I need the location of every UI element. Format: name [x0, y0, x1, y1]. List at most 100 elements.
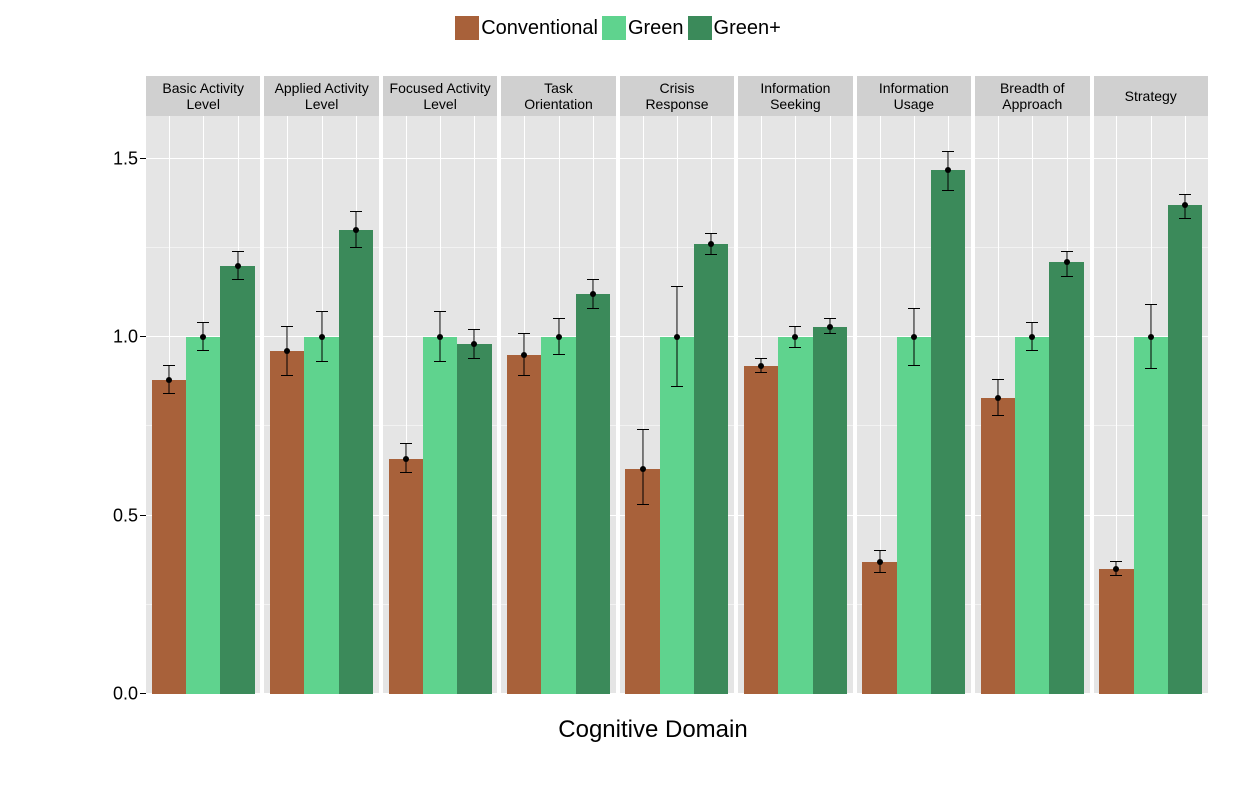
x-axis-label: Cognitive Domain: [98, 716, 1208, 744]
panel-body: [975, 116, 1089, 694]
error-cap: [163, 365, 175, 366]
facet-panel: Applied ActivityLevel: [264, 76, 378, 694]
bar: [304, 337, 338, 694]
x-axis-label-text: Cognitive Domain: [558, 716, 747, 743]
y-axis: 0.00.51.01.5: [98, 76, 146, 694]
error-cap: [163, 393, 175, 394]
point-marker: [200, 334, 206, 340]
legend-label: Conventional: [481, 17, 598, 40]
error-cap: [400, 443, 412, 444]
bar: [576, 294, 610, 694]
legend-item: Green: [602, 16, 684, 40]
point-marker: [1113, 566, 1119, 572]
error-cap: [281, 326, 293, 327]
facet-panel: InformationSeeking: [738, 76, 852, 694]
point-marker: [284, 348, 290, 354]
bar: [744, 366, 778, 694]
point-marker: [353, 227, 359, 233]
error-cap: [908, 365, 920, 366]
point-marker: [758, 363, 764, 369]
bar: [981, 398, 1015, 694]
error-cap: [400, 472, 412, 473]
y-tick-label: 1.0: [113, 327, 138, 348]
point-marker: [590, 291, 596, 297]
facet-panel: Breadth ofApproach: [975, 76, 1089, 694]
bar: [1015, 337, 1049, 694]
plot-area: 0.00.51.01.5 Basic ActivityLevelApplied …: [98, 76, 1208, 694]
y-tick-label: 0.0: [113, 684, 138, 705]
error-cap: [587, 308, 599, 309]
facet-panel: Basic ActivityLevel: [146, 76, 260, 694]
bar: [897, 337, 931, 694]
legend-label: Green+: [714, 17, 781, 40]
error-cap: [232, 279, 244, 280]
error-cap: [1026, 350, 1038, 351]
panel-body: [1094, 116, 1208, 694]
legend-item: Conventional: [455, 16, 598, 40]
point-marker: [1064, 259, 1070, 265]
point-marker: [437, 334, 443, 340]
facet-panel: TaskOrientation: [501, 76, 615, 694]
error-cap: [468, 358, 480, 359]
error-cap: [1061, 251, 1073, 252]
legend-swatch: [602, 16, 626, 40]
panel-strip: Basic ActivityLevel: [146, 76, 260, 116]
bar: [660, 337, 694, 694]
point-marker: [556, 334, 562, 340]
bar: [220, 266, 254, 694]
facet-panel: CrisisResponse: [620, 76, 734, 694]
y-tick-label: 1.5: [113, 148, 138, 169]
error-cap: [232, 251, 244, 252]
panel-strip: Breadth ofApproach: [975, 76, 1089, 116]
panel-body: [501, 116, 615, 694]
error-cap: [553, 318, 565, 319]
panel-body: [146, 116, 260, 694]
panel-body: [738, 116, 852, 694]
error-cap: [1026, 322, 1038, 323]
error-cap: [1145, 368, 1157, 369]
bar: [186, 337, 220, 694]
error-cap: [316, 361, 328, 362]
panel-strip: CrisisResponse: [620, 76, 734, 116]
error-cap: [197, 322, 209, 323]
error-cap: [789, 326, 801, 327]
chart-container: ConventionalGreenGreen+ Score (Normalize…: [0, 0, 1236, 802]
panel-strip: Applied ActivityLevel: [264, 76, 378, 116]
point-marker: [166, 377, 172, 383]
bar: [389, 459, 423, 694]
bar: [270, 351, 304, 694]
error-cap: [587, 279, 599, 280]
error-cap: [908, 308, 920, 309]
error-cap: [755, 372, 767, 373]
error-cap: [316, 311, 328, 312]
error-cap: [824, 318, 836, 319]
point-marker: [674, 334, 680, 340]
error-cap: [434, 361, 446, 362]
error-cap: [1179, 194, 1191, 195]
error-cap: [942, 190, 954, 191]
error-cap: [1061, 276, 1073, 277]
bar: [1168, 205, 1202, 694]
point-marker: [911, 334, 917, 340]
point-marker: [1182, 202, 1188, 208]
error-cap: [824, 333, 836, 334]
point-marker: [235, 263, 241, 269]
error-cap: [468, 329, 480, 330]
bar: [541, 337, 575, 694]
bar: [778, 337, 812, 694]
error-cap: [1179, 218, 1191, 219]
y-tick-label: 0.5: [113, 505, 138, 526]
error-cap: [350, 247, 362, 248]
bar: [152, 380, 186, 694]
error-cap: [350, 211, 362, 212]
error-cap: [637, 504, 649, 505]
panel-strip: InformationSeeking: [738, 76, 852, 116]
panel-body: [383, 116, 497, 694]
point-marker: [877, 559, 883, 565]
panel-strip: TaskOrientation: [501, 76, 615, 116]
bar: [1134, 337, 1168, 694]
error-cap: [705, 254, 717, 255]
legend: ConventionalGreen Green+: [0, 16, 1236, 40]
bar: [1049, 262, 1083, 694]
error-cap: [197, 350, 209, 351]
